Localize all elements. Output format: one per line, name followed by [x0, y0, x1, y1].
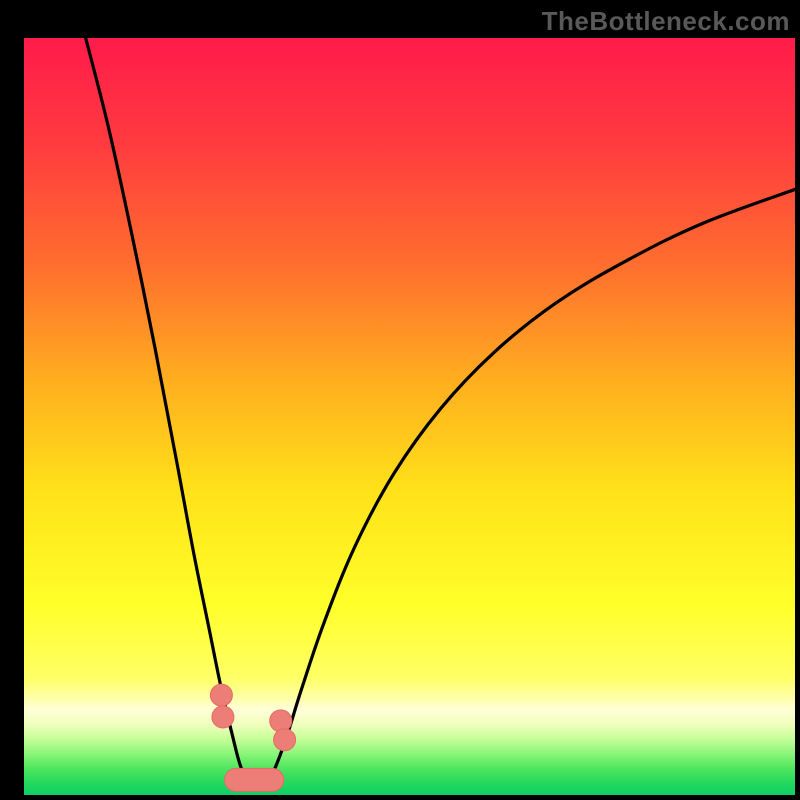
chart-plot-area	[24, 38, 795, 795]
chart-svg	[24, 38, 795, 795]
chart-marker	[270, 710, 292, 732]
chart-background	[24, 38, 795, 795]
chart-marker	[212, 706, 234, 728]
chart-marker	[274, 729, 296, 751]
watermark-text: TheBottleneck.com	[542, 6, 790, 37]
chart-marker	[210, 684, 232, 706]
